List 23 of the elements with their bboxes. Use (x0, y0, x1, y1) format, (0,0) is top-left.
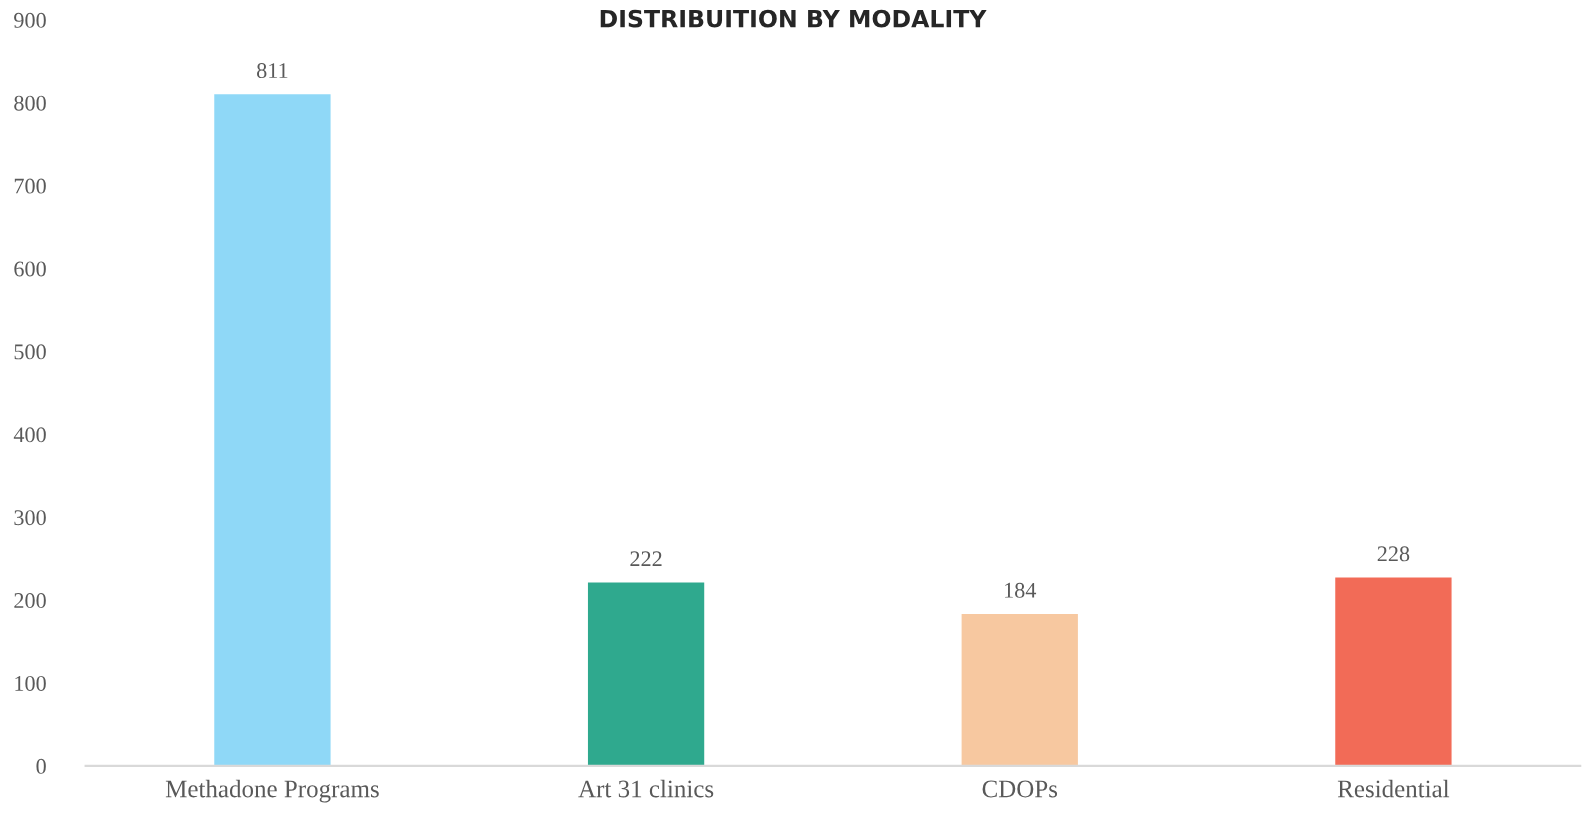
bar (586, 581, 706, 766)
bar (1333, 576, 1453, 766)
bar (960, 612, 1080, 766)
y-tick-label: 100 (15, 675, 46, 691)
chart-title: DISTRIBUITION BY MODALITY (600, 9, 987, 28)
y-tick-label: 500 (14, 344, 46, 360)
data-label: 811 (257, 63, 288, 79)
y-tick-label: 800 (14, 95, 46, 111)
data-label: 184 (1005, 582, 1037, 598)
y-tick-label: 400 (13, 427, 46, 443)
bar (212, 92, 332, 766)
x-tick-label: Residential (1337, 779, 1450, 798)
y-tick-label: 0 (36, 758, 46, 774)
y-tick-label: 300 (14, 510, 46, 526)
x-tick-label: CDOPs (982, 780, 1058, 798)
x-tick-label: Art 31 clinics (578, 779, 714, 798)
data-label: 222 (630, 551, 662, 567)
x-tick-label: Methadone Programs (165, 779, 379, 803)
y-tick-label: 700 (14, 178, 46, 194)
y-tick-label: 200 (14, 593, 46, 609)
y-tick-label: 900 (14, 12, 46, 28)
data-label: 228 (1377, 546, 1410, 562)
y-tick-label: 600 (14, 261, 46, 277)
